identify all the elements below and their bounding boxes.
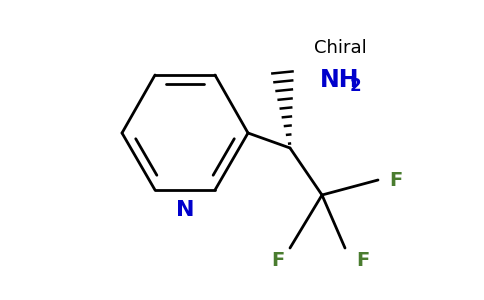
Text: Chiral: Chiral: [314, 39, 366, 57]
Text: 2: 2: [350, 77, 362, 95]
Text: F: F: [356, 250, 370, 269]
Text: NH: NH: [320, 68, 360, 92]
Text: F: F: [389, 170, 403, 190]
Text: N: N: [176, 200, 194, 220]
Text: F: F: [272, 250, 285, 269]
